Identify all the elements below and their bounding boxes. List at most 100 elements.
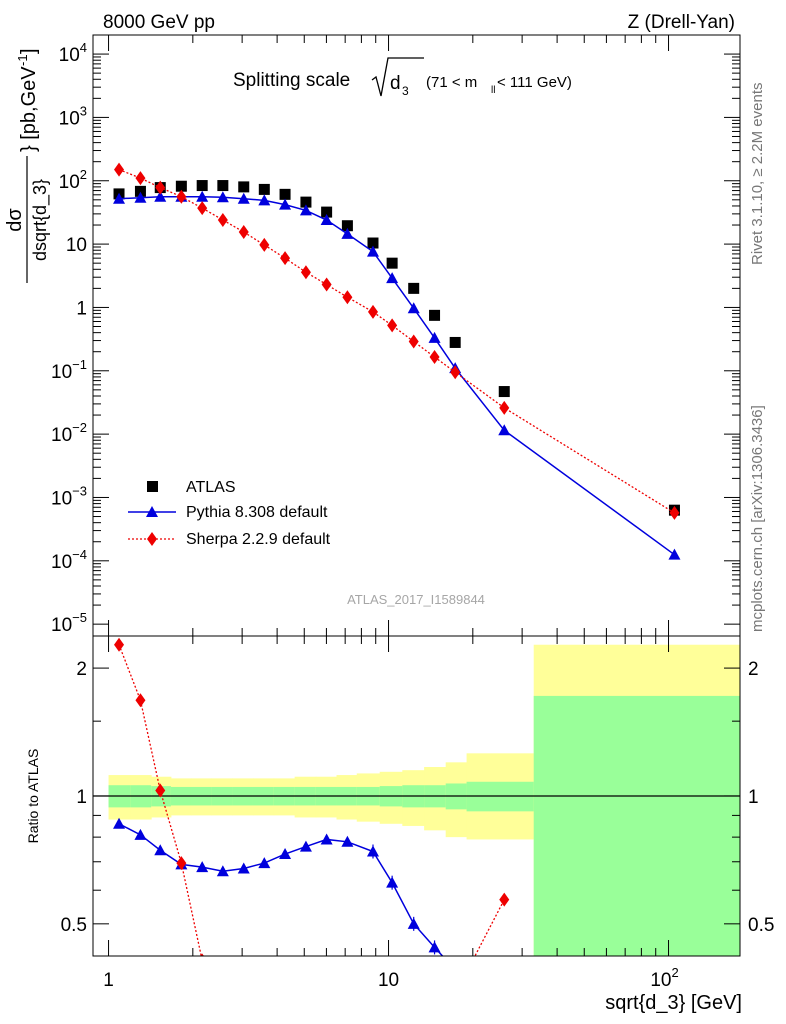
main-point-2-16 xyxy=(450,365,461,380)
ylabel-numerator: dσ xyxy=(4,208,26,232)
main-panel xyxy=(113,162,681,560)
ratio-pythia-point-12 xyxy=(366,845,379,857)
main-point-2-0 xyxy=(114,162,125,177)
main-y-tick-label-4: 1 xyxy=(76,298,87,319)
ratio-y-tick-label-left-2: 0.5 xyxy=(61,915,87,936)
series-line-2 xyxy=(118,168,675,514)
legend-atlas-label: ATLAS xyxy=(186,479,236,496)
ratio-y-tick-label-left-0: 2 xyxy=(76,659,87,680)
main-y-axis-label: dσ dsqrt{d_3} } [pb,GeV -1 ] xyxy=(4,48,51,283)
main-point-0-13 xyxy=(386,257,398,269)
main-y-tick-label-7: 10−3 xyxy=(51,483,87,509)
main-point-2-2 xyxy=(155,180,166,195)
legend: ATLAS Pythia 8.308 default Sherpa 2.2.9 … xyxy=(128,479,331,548)
main-y-tick-label-1: 103 xyxy=(59,103,87,129)
main-point-0-5 xyxy=(217,180,229,192)
main-y-tick-label-3: 10 xyxy=(66,235,87,256)
ratio-pythia-point-8 xyxy=(279,848,292,860)
mcplots-label: mcplots.cern.ch [arXiv:1306.3436] xyxy=(749,405,766,632)
ratio-sherpa-line-b xyxy=(474,899,505,956)
ylabel-units-exp: -1 xyxy=(15,54,30,66)
main-point-1-9 xyxy=(299,204,312,216)
ratio-pythia-line xyxy=(118,823,444,956)
main-point-0-7 xyxy=(258,183,270,195)
main-point-2-7 xyxy=(259,237,270,252)
main-point-1-8 xyxy=(279,198,292,210)
ratio-sherpa-point-2 xyxy=(155,783,166,798)
legend-sherpa-label: Sherpa 2.2.9 default xyxy=(186,531,331,548)
main-point-1-13 xyxy=(386,272,399,284)
main-point-2-13 xyxy=(387,318,398,333)
ratio-pythia-point-16 xyxy=(449,964,461,975)
ratio-axes: 2 2 1 1 0.5 0.5 1 10 102 xyxy=(61,636,774,991)
main-point-0-3 xyxy=(175,180,187,192)
ratio-pythia-point-1 xyxy=(134,828,147,840)
main-y-tick-label-0: 104 xyxy=(59,40,87,66)
title-symbol-sub: 3 xyxy=(402,84,409,98)
main-y-tick-label-5: 10−1 xyxy=(51,357,87,383)
main-point-1-6 xyxy=(237,192,250,204)
ratio-sherpa-line-a xyxy=(118,644,202,956)
main-point-1-11 xyxy=(341,227,354,239)
main-point-0-14 xyxy=(408,282,420,294)
legend-pythia-marker xyxy=(146,506,158,517)
main-point-2-8 xyxy=(280,251,291,266)
main-point-2-9 xyxy=(300,265,311,280)
main-point-2-4 xyxy=(197,201,208,216)
main-point-1-7 xyxy=(258,194,271,206)
main-point-0-4 xyxy=(196,180,208,192)
main-point-1-2 xyxy=(154,190,167,202)
ratio-sherpa-point-6 xyxy=(499,892,510,907)
plot-title: Splitting scale d 3 (71 < m ll < 111 GeV… xyxy=(233,57,572,98)
ratio-pythia-point-4 xyxy=(196,861,209,873)
ylabel-units: } [pb,GeV xyxy=(18,66,40,152)
series-line-1 xyxy=(118,195,675,556)
ratio-y-axis-label: Ratio to ATLAS xyxy=(25,749,41,844)
ratio-y-tick-label-right-0: 2 xyxy=(748,659,759,680)
main-point-0-15 xyxy=(429,309,441,321)
ratio-pythia-point-14 xyxy=(407,917,420,929)
ratio-pythia-point-9 xyxy=(299,840,312,852)
main-point-2-3 xyxy=(176,189,187,204)
main-point-2-14 xyxy=(408,334,419,349)
main-y-tick-label-6: 10−2 xyxy=(51,420,87,446)
main-point-0-9 xyxy=(300,196,312,208)
main-y-tick-label-9: 10−5 xyxy=(51,610,87,636)
x-tick-label-1: 10 xyxy=(378,970,399,991)
ratio-pythia-point-6 xyxy=(237,862,250,874)
legend-sherpa-marker xyxy=(147,532,157,546)
legend-atlas-marker xyxy=(147,481,158,492)
ratio-pythia-point-0 xyxy=(113,817,126,829)
main-point-1-17 xyxy=(498,424,511,436)
ratio-pythia-point-15 xyxy=(428,941,441,953)
legend-pythia-label: Pythia 8.308 default xyxy=(186,504,328,521)
ratio-pythia-point-11 xyxy=(341,835,354,847)
ylabel-denominator: dsqrt{d_3} xyxy=(30,179,51,261)
main-point-1-14 xyxy=(407,302,420,314)
main-point-2-17 xyxy=(499,400,510,415)
x-axis-label: sqrt{d_3} [GeV] xyxy=(605,992,742,1014)
main-point-1-18 xyxy=(668,548,681,560)
analysis-watermark: ATLAS_2017_I1589844 xyxy=(347,592,485,607)
main-point-2-12 xyxy=(367,304,378,319)
title-cut-pre: (71 < m xyxy=(426,74,477,91)
ratio-sherpa-point-0 xyxy=(114,637,125,652)
title-symbol: d xyxy=(390,73,401,94)
ratio-pythia-point-5 xyxy=(216,865,229,877)
main-point-2-10 xyxy=(321,277,332,292)
main-point-0-16 xyxy=(449,336,461,348)
main-point-0-1 xyxy=(134,185,146,197)
ratio-sherpa-point-1 xyxy=(135,693,146,708)
main-point-2-5 xyxy=(217,213,228,228)
main-point-2-18 xyxy=(669,505,680,520)
main-point-1-1 xyxy=(134,191,147,203)
ratio-y-tick-label-right-1: 1 xyxy=(748,787,759,808)
x-tick-label-0: 1 xyxy=(103,970,114,991)
main-point-1-10 xyxy=(320,214,333,226)
header-collision-label: 8000 GeV pp xyxy=(103,12,215,33)
main-point-1-0 xyxy=(113,192,126,204)
main-y-tick-label-8: 10−4 xyxy=(51,547,87,573)
main-point-1-12 xyxy=(366,245,379,257)
ratio-pythia-point-13 xyxy=(386,876,399,888)
